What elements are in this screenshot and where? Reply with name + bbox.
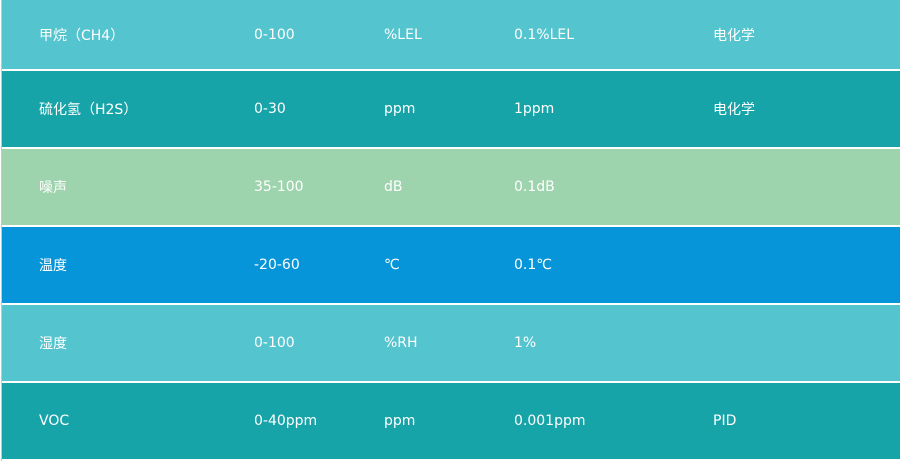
sensor-resolution: 0.1%LEL [514,26,575,43]
sensor-resolution: 0.1℃ [514,257,552,273]
table-row: 噪声 35-100 dB 0.1dB [2,149,900,225]
sensor-range: 0-40ppm [254,413,318,429]
sensor-range: 0-30 [254,101,286,117]
sensor-principle: 电化学 [713,27,755,44]
sensor-range: 0-100 [254,26,295,43]
sensor-name: 硫化氢（H2S） [39,102,138,118]
table-row: 硫化氢（H2S） 0-30 ppm 1ppm 电化学 [2,71,900,147]
table-row: VOC 0-40ppm ppm 0.001ppm PID [2,383,900,459]
sensor-range: 35-100 [254,179,304,195]
sensor-resolution: 1% [514,335,537,351]
sensor-name: VOC [39,413,70,429]
sensor-range: 0-100 [254,335,295,351]
sensor-unit: dB [384,179,403,195]
table-row: 湿度 0-100 %RH 1% [2,305,900,381]
sensor-unit: ppm [384,413,416,429]
sensor-range: -20-60 [254,257,300,273]
sensor-resolution: 0.001ppm [514,413,586,429]
sensor-unit: ℃ [384,257,400,273]
sensor-name: 噪声 [39,180,67,196]
sensor-principle: 电化学 [713,102,755,118]
sensor-name: 湿度 [39,336,67,352]
sensor-name: 甲烷（CH4） [39,27,125,44]
sensor-unit: %RH [384,335,418,351]
sensor-resolution: 1ppm [514,101,555,117]
sensor-unit: ppm [384,101,416,117]
sensor-name: 温度 [39,258,67,274]
table-row: 温度 -20-60 ℃ 0.1℃ [2,227,900,303]
table-row: 甲烷（CH4） 0-100 %LEL 0.1%LEL 电化学 [2,0,900,69]
sensor-unit: %LEL [384,26,422,43]
sensor-resolution: 0.1dB [514,179,555,195]
sensor-principle: PID [713,413,737,429]
